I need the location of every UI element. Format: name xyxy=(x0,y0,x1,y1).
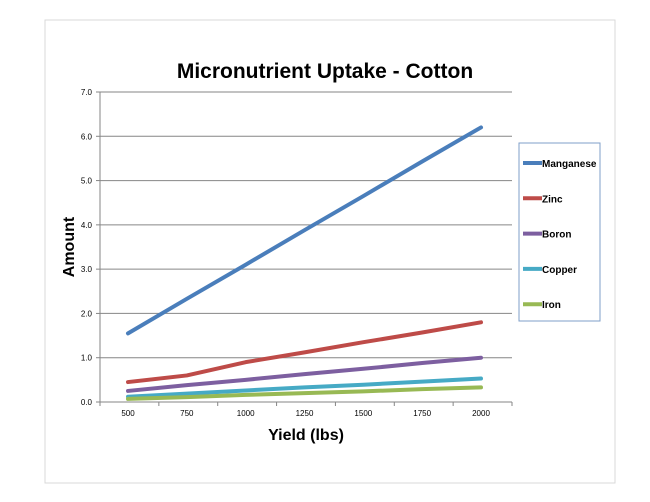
series-line-manganese xyxy=(126,125,483,336)
y-tick-label: 6.0 xyxy=(81,132,93,141)
series-line-iron xyxy=(126,385,483,401)
y-tick-label: 4.0 xyxy=(81,221,93,230)
legend-label-boron: Boron xyxy=(542,230,571,241)
x-tick-label: 1000 xyxy=(237,409,255,418)
legend-label-iron: Iron xyxy=(542,300,561,311)
x-axis-label: Yield (lbs) xyxy=(268,427,344,444)
y-axis-label: Amount xyxy=(61,216,78,277)
y-tick-label: 5.0 xyxy=(81,177,93,186)
series-line-boron xyxy=(126,355,483,393)
x-tick-label: 1250 xyxy=(296,409,314,418)
series-line-copper xyxy=(126,376,483,399)
series-line-zinc xyxy=(126,320,483,385)
y-tick-label: 7.0 xyxy=(81,88,93,97)
y-tick-label: 3.0 xyxy=(81,265,93,274)
chart-title: Micronutrient Uptake - Cotton xyxy=(177,60,473,83)
x-tick-label: 1750 xyxy=(413,409,431,418)
x-tick-label: 2000 xyxy=(472,409,490,418)
x-tick-label: 500 xyxy=(121,409,135,418)
y-tick-label: 0.0 xyxy=(81,398,93,407)
legend-label-zinc: Zinc xyxy=(542,194,563,205)
x-tick-label: 1500 xyxy=(354,409,372,418)
x-tick-label: 750 xyxy=(180,409,194,418)
y-tick-label: 1.0 xyxy=(81,354,93,363)
y-tick-label: 2.0 xyxy=(81,309,93,318)
legend-label-manganese: Manganese xyxy=(542,159,597,170)
legend-label-copper: Copper xyxy=(542,265,577,276)
